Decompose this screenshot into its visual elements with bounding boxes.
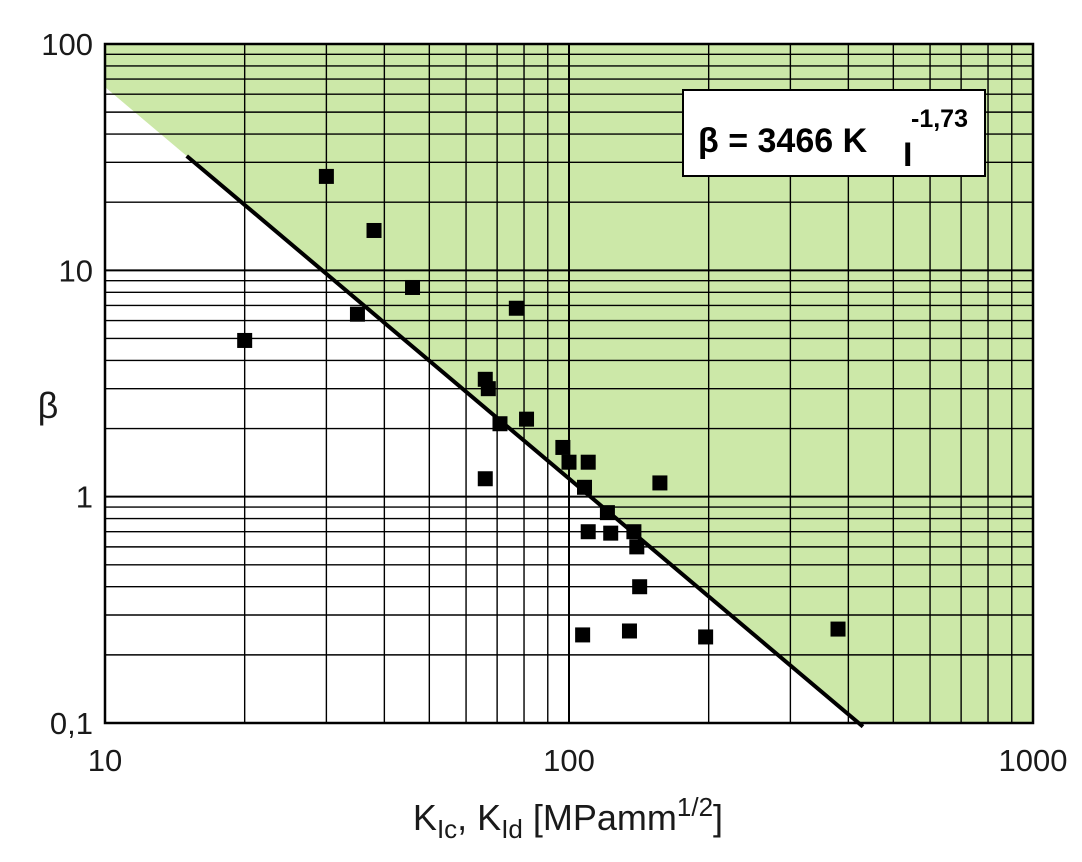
equation-subscript: I [903, 136, 912, 174]
x-axis-title-sub1: Ic [437, 814, 457, 844]
data-point [349, 306, 365, 322]
data-point [318, 168, 334, 184]
data-point [577, 479, 593, 495]
data-point [519, 411, 535, 427]
x-axis-title-k1: K [413, 797, 437, 838]
data-point [561, 454, 577, 470]
data-point [626, 524, 642, 540]
y-axis-title: β [38, 385, 59, 426]
y-tick-label: 10 [59, 253, 93, 288]
data-points-layer [237, 168, 846, 645]
data-point [652, 475, 668, 491]
x-axis-title-unit: [MPamm [523, 797, 677, 838]
y-tick-label: 1 [76, 480, 93, 515]
x-axis-title: KIc, KId [MPamm1/2] [413, 792, 723, 844]
data-point [580, 524, 596, 540]
data-point [830, 621, 846, 637]
fit-line-layer [185, 154, 865, 729]
x-axis-title-close: ] [713, 797, 723, 838]
x-axis-title-k2: , K [457, 797, 501, 838]
data-point [492, 416, 508, 432]
fit-line [185, 154, 865, 729]
equation-main: β = 3466 K [698, 122, 868, 160]
y-tick-label: 100 [41, 27, 93, 62]
data-point [477, 471, 493, 487]
data-point [237, 332, 253, 348]
tick-labels-layer: 10 100 1000 100 10 1 0,1 [41, 27, 1067, 778]
data-point [599, 505, 615, 521]
data-point [580, 454, 596, 470]
x-tick-label: 10 [88, 743, 122, 778]
data-point [555, 439, 571, 455]
equation-superscript: -1,73 [911, 105, 968, 133]
equation-box [682, 89, 986, 177]
plot-frame [103, 42, 1035, 725]
data-point [632, 579, 648, 595]
x-tick-label: 1000 [999, 743, 1068, 778]
data-point [698, 629, 714, 645]
x-tick-label: 100 [543, 743, 595, 778]
x-axis-title-sub2: Id [501, 814, 523, 844]
data-point [366, 222, 382, 238]
equation-annotation: β = 3466 K I -1,73 [682, 89, 986, 177]
data-point [621, 623, 637, 639]
y-tick-label: 0,1 [50, 706, 93, 741]
data-point [629, 539, 645, 555]
data-point [575, 627, 591, 643]
x-axis-title-sup: 1/2 [677, 792, 713, 822]
data-point [603, 525, 619, 541]
data-point [480, 381, 496, 397]
data-point [405, 279, 421, 295]
data-point [508, 300, 524, 316]
